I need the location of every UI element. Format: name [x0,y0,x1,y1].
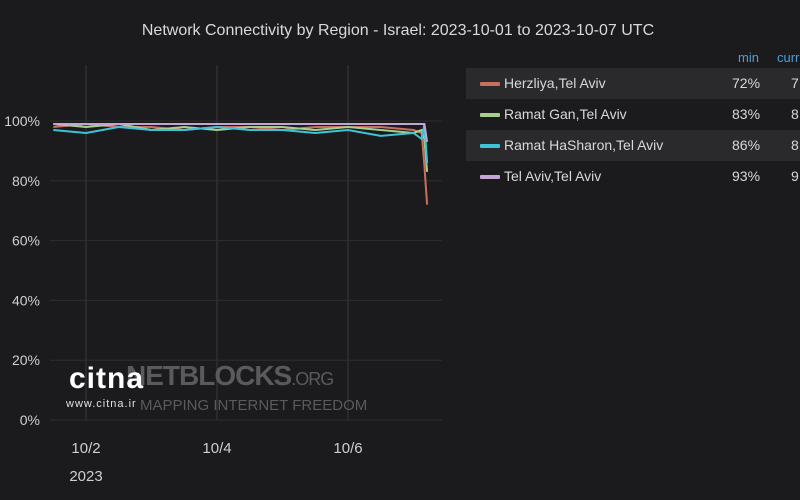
y-tick-label: 20% [12,352,40,368]
legend-label: Ramat Gan,Tel Aviv [504,106,627,122]
x-tick-label: 10/2 [71,440,100,457]
legend-min: 93% [732,168,761,184]
y-tick-label: 40% [12,292,40,308]
legend-min: 83% [732,106,761,122]
y-tick-label: 80% [12,173,40,189]
series-line [53,123,429,143]
legend-item[interactable]: Ramat HaSharon,Tel Aviv 86% 8 [466,130,800,161]
legend-min: 72% [732,75,761,91]
legend-header-current: curr [777,50,800,65]
series-line [53,123,429,205]
y-tick-label: 60% [12,233,40,249]
y-tick-label: 100% [4,113,40,129]
chart-title: Network Connectivity by Region - Israel:… [141,22,655,39]
legend-label: Herzliya,Tel Aviv [504,75,606,91]
legend-current: 8 [791,137,799,153]
series-line [53,123,429,163]
legend-current: 7 [791,75,799,91]
x-tick-label: 10/6 [333,440,362,457]
legend-header-min: min [738,50,759,65]
legend-current: 9 [791,168,799,184]
legend-swatch [480,82,500,86]
legend-item[interactable]: Herzliya,Tel Aviv 72% 7 [466,68,800,99]
y-tick-label: 0% [20,412,40,428]
legend-swatch [480,144,500,148]
legend-item[interactable]: Tel Aviv,Tel Aviv 93% 9 [466,161,800,192]
x-year-label: 2023 [69,468,102,485]
legend-item[interactable]: Ramat Gan,Tel Aviv 83% 8 [466,99,800,130]
legend-min: 86% [732,137,761,153]
legend-label: Tel Aviv,Tel Aviv [504,168,602,184]
legend-header: min curr [466,50,800,68]
legend-label: Ramat HaSharon,Tel Aviv [504,137,664,153]
series-line [53,123,429,172]
legend-swatch [480,113,500,117]
legend: min curr Herzliya,Tel Aviv 72% 7 Ramat G… [466,50,800,192]
legend-swatch [480,175,500,179]
legend-current: 8 [791,106,799,122]
x-tick-label: 10/4 [202,440,231,457]
